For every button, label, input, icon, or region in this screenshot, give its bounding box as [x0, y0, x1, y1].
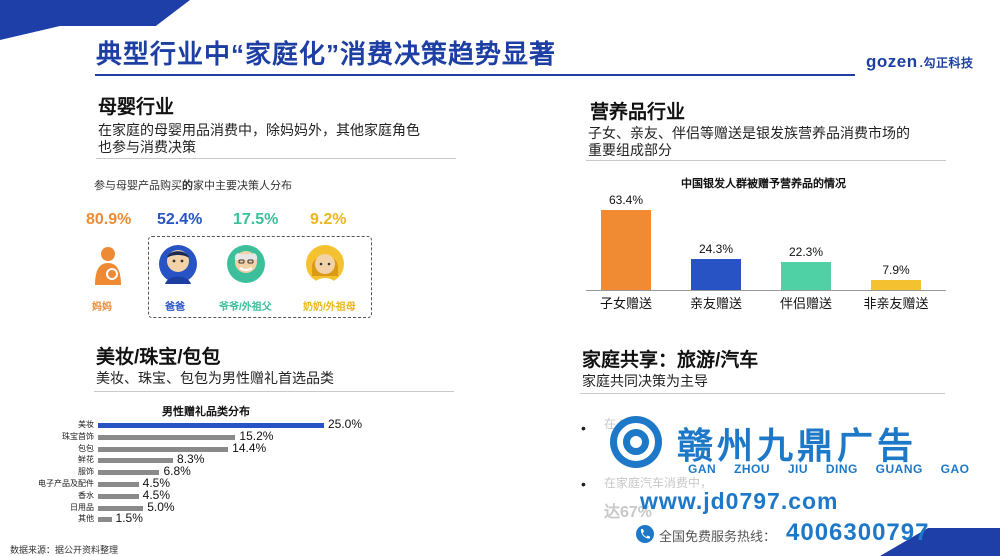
- gift-bar-category: 电子产品及配件: [38, 479, 94, 488]
- gift-bar-value: 8.3%: [177, 452, 205, 467]
- gift-bar-value: 14.4%: [232, 440, 267, 455]
- watermark-logo-icon: [610, 416, 662, 468]
- gift-bar-category: 美妆: [78, 420, 94, 429]
- corner-decoration: [0, 0, 190, 26]
- nutrition-bar: [871, 280, 921, 290]
- nutrition-bar: [691, 259, 741, 290]
- family-divider: [580, 393, 945, 394]
- nutrition-bar: [781, 261, 831, 290]
- gift-bar-category: 鲜花: [78, 455, 94, 465]
- logo-sub: .勾正科技: [919, 56, 974, 70]
- grandmother-icon: [305, 244, 349, 288]
- maternal-desc-2: 也参与消费决策: [98, 139, 196, 155]
- maternal-chart-title-c: 家中主要决策人分布: [193, 180, 292, 192]
- maternal-chart-title: 参与母婴产品购买的家中主要决策人分布: [94, 177, 292, 193]
- gift-bar-category: 其他: [78, 514, 94, 524]
- gift-bar-category: 日用品: [70, 502, 94, 512]
- gift-bar: [98, 446, 229, 452]
- role-grandfather-pct: 17.5%: [233, 211, 279, 228]
- dashed-group-box: [148, 236, 372, 318]
- logo-main: gozen: [866, 52, 918, 71]
- nutrition-x-axis: [586, 290, 946, 291]
- nutrition-bar-chart: 中国银发人群被赠予营养品的情况 63.4% 子女赠送 24.3% 亲友赠送 22.3% 伴…: [586, 172, 956, 312]
- maternal-desc-1: 在家庭的母婴用品消费中，除妈妈外，其他家庭角色: [98, 122, 420, 138]
- family-desc: 家庭共同决策为主导: [582, 373, 708, 389]
- watermark-tel: 4006300797: [786, 519, 930, 546]
- bullet-dot-1: •: [581, 420, 586, 436]
- company-logo: gozen .勾正科技: [866, 52, 973, 72]
- beauty-divider: [94, 391, 454, 392]
- gift-bar-category: 服饰: [78, 467, 94, 477]
- title-divider: [95, 74, 855, 76]
- gift-bar-value: 4.5%: [142, 476, 171, 490]
- nutrition-bar-label: 亲友赠送: [689, 296, 742, 311]
- gift-bar-category: 珠宝首饰: [62, 431, 94, 441]
- corner-decoration-small: [0, 26, 60, 40]
- nutrition-bar-value: 24.3%: [698, 242, 734, 257]
- role-father-pct: 52.4%: [157, 211, 203, 228]
- beauty-desc: 美妆、珠宝、包包为男性赠礼首选品类: [96, 370, 334, 386]
- nutrition-bar-value: 22.3%: [788, 244, 824, 259]
- role-grandfather-label: 爷爷/外祖父: [219, 302, 272, 313]
- gift-bar: [98, 482, 139, 487]
- nutrition-bar-value: 63.4%: [608, 193, 644, 208]
- gift-bar: [98, 493, 139, 499]
- gift-bar-category: 香水: [78, 490, 94, 500]
- father-icon: [158, 244, 202, 288]
- page-title: 典型行业中“家庭化”消费决策趋势显著: [96, 39, 557, 69]
- mother-icon: [90, 245, 134, 289]
- watermark-url: www.jd0797.com: [640, 488, 839, 514]
- data-source: 数据来源：据公开资料整理: [10, 545, 119, 555]
- maternal-chart-title-b: 的: [182, 180, 193, 192]
- grandfather-icon: [226, 244, 270, 288]
- maternal-chart-title-a: 参与母婴产品购买: [94, 180, 182, 192]
- nutrition-desc-1: 子女、亲友、伴侣等赠送是银发族营养品消费市场的: [588, 125, 910, 141]
- gift-bar: [98, 458, 174, 464]
- gift-bar: [98, 505, 144, 511]
- gift-bar-category: 包包: [78, 443, 94, 453]
- nutrition-heading: 营养品行业: [590, 102, 686, 123]
- watermark-title: 赣州九鼎广告: [677, 425, 918, 466]
- role-father-label: 爸爸: [165, 302, 185, 313]
- gift-hbar-chart: 男性赠礼品类分布 美妆 25.0% 珠宝首饰 15.2% 包包 14.4% 鲜花 8.3% 服饰…: [10, 403, 430, 533]
- gift-chart-title: 男性赠礼品类分布: [162, 406, 250, 418]
- nutrition-bar-label: 子女赠送: [599, 296, 652, 311]
- gift-bar: [98, 470, 160, 476]
- gift-bar: [98, 423, 324, 428]
- watermark-pinyin: GAN ZHOU JIU DING GUANG GAO: [688, 462, 970, 476]
- nutrition-bar-label: 非亲友赠送: [863, 296, 929, 311]
- gift-bar: [98, 434, 236, 440]
- beauty-heading: 美妆/珠宝/包包: [96, 347, 221, 368]
- role-grandmother-pct: 9.2%: [310, 211, 347, 228]
- role-grandmother-label: 奶奶/外祖母: [303, 302, 356, 313]
- nutrition-divider: [586, 160, 946, 161]
- bullet-dot-2: •: [581, 476, 586, 492]
- gift-bar-value: 6.8%: [163, 464, 191, 479]
- role-mother-pct: 80.9%: [86, 211, 132, 228]
- nutrition-bar-value: 7.9%: [882, 263, 910, 278]
- nutrition-bar-label: 伴侣赠送: [779, 296, 832, 311]
- gift-bar-value: 4.5%: [142, 487, 171, 502]
- gift-bar: [98, 517, 112, 523]
- gift-bar-value: 15.2%: [239, 428, 274, 443]
- maternal-heading: 母婴行业: [98, 97, 175, 118]
- family-bullet-2: 在家庭汽车消费中，: [604, 476, 713, 490]
- nutrition-bar: [601, 210, 651, 290]
- maternal-divider: [96, 158, 456, 159]
- phone-icon: [636, 525, 654, 543]
- nutrition-chart-title: 中国银发人群被赠予营养品的情况: [681, 178, 846, 190]
- family-heading: 家庭共享：旅游/汽车: [582, 350, 759, 371]
- gift-bar-value: 25.0%: [328, 417, 363, 431]
- nutrition-desc-2: 重要组成部分: [588, 142, 672, 158]
- gift-bar-value: 5.0%: [147, 499, 175, 514]
- role-mother-label: 妈妈: [92, 302, 112, 313]
- gift-bar-value: 1.5%: [115, 511, 143, 526]
- family-bullet-2b: 达67%: [604, 504, 653, 521]
- watermark-tel-label: 全国免费服务热线：: [659, 529, 777, 544]
